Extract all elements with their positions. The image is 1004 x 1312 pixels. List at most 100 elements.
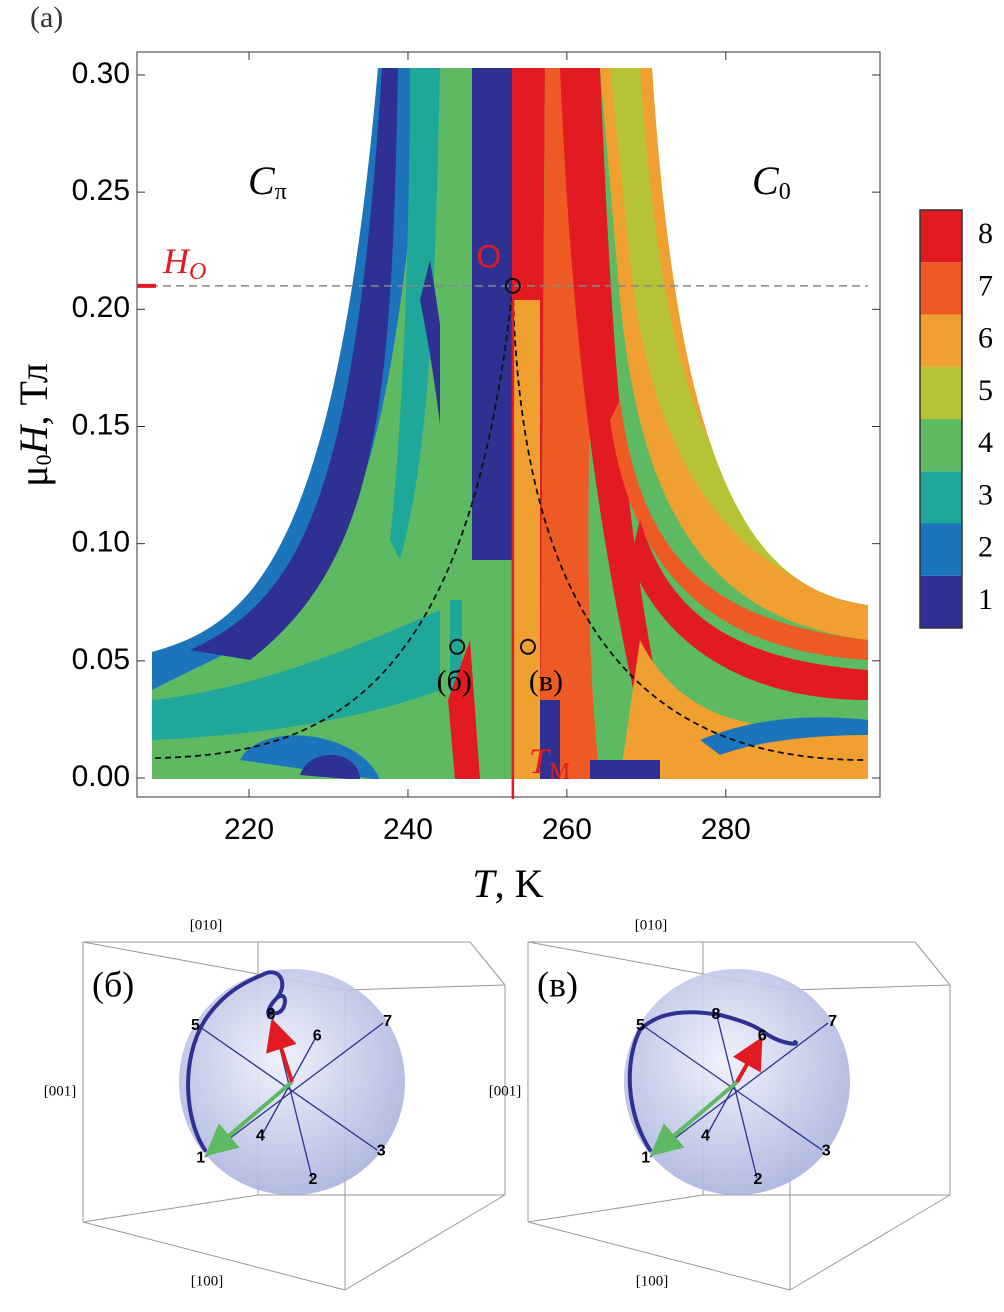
y-tick-label: 0.30 [72, 57, 130, 90]
colorbar-block [920, 419, 962, 472]
point [519, 638, 536, 655]
direction-label: 3 [822, 1143, 831, 1160]
text-part: 0 [31, 454, 56, 465]
axis-line [199, 1026, 378, 1151]
direction-label: 1 [196, 1150, 205, 1167]
phase-region [390, 68, 440, 560]
panel-label: (в) [537, 964, 578, 1004]
axis-label: [001] [489, 1083, 522, 1099]
cube-edge [914, 941, 951, 986]
text-part: C [752, 158, 780, 203]
x-tick-label: 260 [542, 813, 592, 846]
phase-region [448, 640, 480, 779]
colorbar-label: 5 [978, 374, 993, 407]
phase-region [300, 754, 360, 779]
y-tick-label: 0.05 [72, 643, 130, 676]
x-tick-label: 240 [383, 813, 433, 846]
phase-region [630, 520, 868, 700]
colorbar-block [920, 210, 962, 263]
phase-region [610, 400, 868, 660]
point [504, 277, 521, 294]
point-label: (б) [437, 665, 472, 698]
cube-edge [82, 1221, 346, 1291]
colorbar-block [920, 366, 962, 419]
axis-line [716, 1015, 758, 1179]
y-tick-label: 0.25 [72, 174, 130, 207]
phase-region [700, 717, 868, 755]
text-part: O [189, 259, 206, 285]
direction-label: 5 [191, 1017, 200, 1034]
direction-label: 5 [636, 1017, 645, 1034]
direction-label: 7 [383, 1013, 392, 1030]
phase-region [190, 68, 398, 660]
sphere-panel: 1 2 3 4 5 6 7 8 [010] [001] [100] (б) [44, 917, 506, 1291]
cube-edge [789, 1194, 951, 1291]
axis-label: [100] [191, 1273, 224, 1289]
colorbar-label: 4 [978, 426, 993, 459]
colorbar-label: 6 [978, 322, 993, 355]
x-tick-label: 280 [701, 813, 751, 846]
phase-region [472, 560, 512, 779]
x-tick-label: 220 [224, 813, 274, 846]
text-part: H [162, 241, 191, 281]
y-tick-label: 0.00 [72, 760, 130, 793]
text-part: М [549, 759, 570, 785]
panel-label: (б) [92, 964, 134, 1004]
cube-edge [344, 984, 506, 991]
colorbar-label: 7 [978, 269, 993, 302]
text-part: T [529, 741, 552, 781]
text-part: T [472, 861, 497, 906]
colorbar-label: 1 [978, 583, 993, 616]
y-tick-label: 0.10 [72, 526, 130, 559]
colorbar-label: 2 [978, 531, 993, 564]
colorbar-block [920, 471, 962, 524]
colorbar-block [920, 523, 962, 576]
direction-label: 7 [828, 1013, 837, 1030]
cube-edge [82, 1194, 259, 1223]
text-part: 0 [779, 179, 791, 205]
text-part: H [11, 423, 56, 455]
point [449, 638, 466, 655]
y-axis-label: μ0H, Тл [11, 363, 56, 487]
point-label: (в) [529, 665, 563, 698]
phase-map [152, 68, 868, 779]
vector [266, 1018, 297, 1083]
direction-label: 4 [701, 1127, 710, 1144]
colorbar-block [920, 262, 962, 315]
direction-label: 1 [641, 1150, 650, 1167]
cube-edge [344, 1194, 506, 1291]
text-part: , K [495, 861, 544, 906]
text-part: μ [11, 465, 56, 486]
direction-label: 2 [754, 1171, 763, 1188]
trajectory [627, 1010, 798, 1152]
direction-label: 3 [377, 1143, 386, 1160]
axis-label: [100] [636, 1273, 669, 1289]
temperature-marker-label: TМ [529, 741, 570, 784]
direction-label: 2 [309, 1171, 318, 1188]
phase-label: Cπ [248, 158, 287, 204]
direction-label: 6 [313, 1027, 322, 1044]
phase-region [590, 760, 660, 779]
y-tick-label: 0.20 [72, 291, 130, 324]
sphere-panel: 1 2 3 4 5 6 7 8 [010] [001] [100] (в) [489, 917, 951, 1291]
point-label: О [476, 238, 501, 274]
direction-label: 8 [712, 1006, 721, 1023]
cube-edge [527, 1221, 791, 1291]
axis-label: [001] [44, 1083, 77, 1099]
panel-label: (a) [30, 1, 63, 34]
phase-region [472, 68, 512, 560]
colorbar-block [920, 575, 962, 628]
colorbar-label: 3 [978, 478, 993, 511]
vector [204, 1080, 294, 1157]
trajectory [186, 970, 288, 1152]
colorbar-label: 8 [978, 217, 993, 250]
phase-region [600, 68, 868, 640]
axis-label: [010] [635, 917, 668, 933]
colorbar-frame [919, 209, 963, 629]
plot-frame [136, 51, 881, 798]
field-marker-label: HO [162, 241, 206, 284]
vector [649, 1080, 739, 1157]
axis-line [644, 1026, 823, 1151]
